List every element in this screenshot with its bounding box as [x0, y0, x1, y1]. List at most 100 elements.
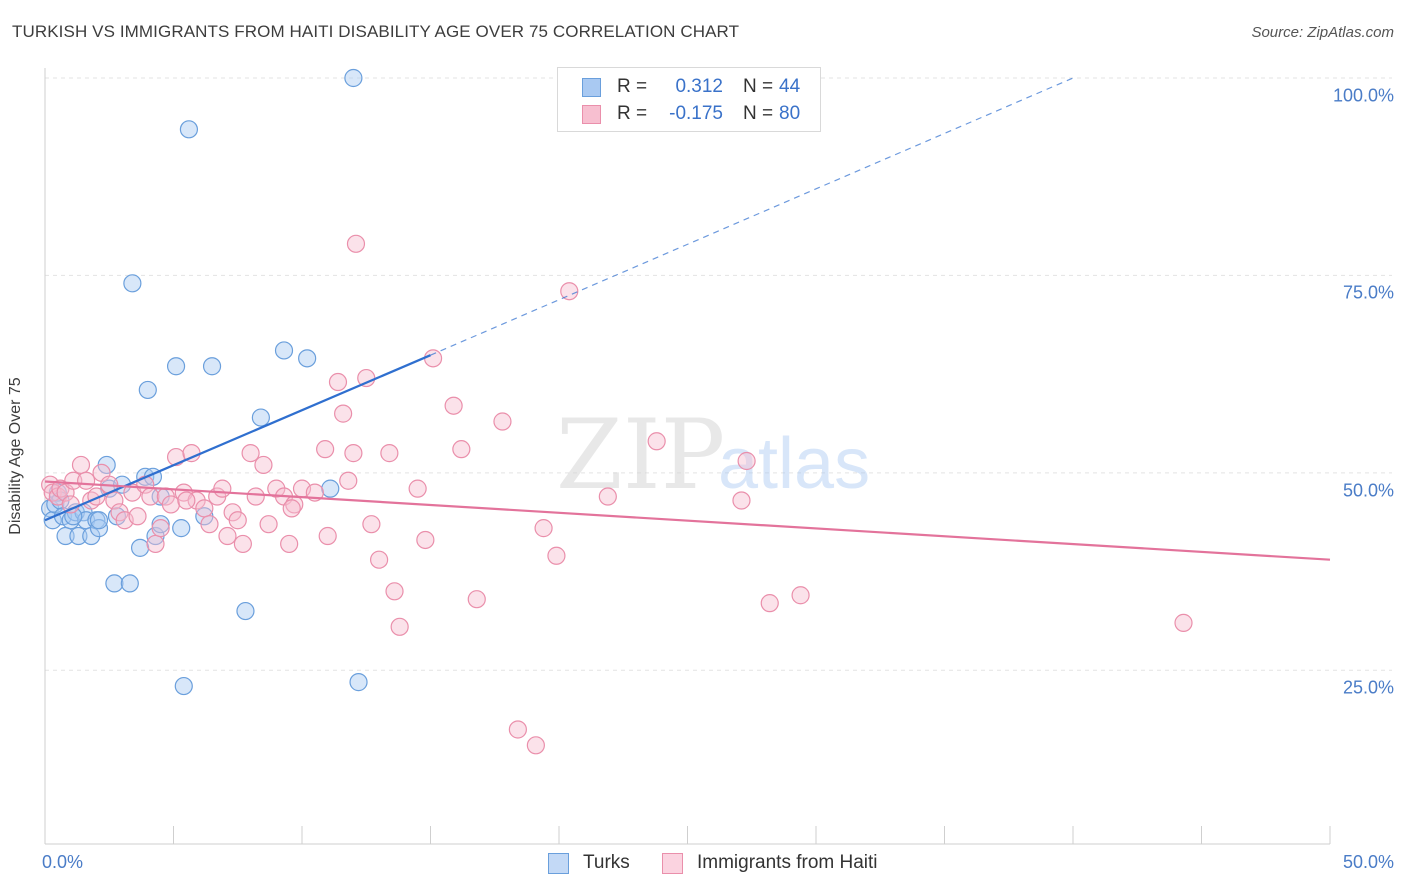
legend-item-haiti[interactable]: Immigrants from Haiti	[662, 852, 878, 874]
haiti-point	[128, 507, 147, 526]
turks-point	[321, 479, 340, 498]
legend-n-label: N =	[743, 76, 774, 97]
haiti-point	[228, 511, 247, 530]
watermark: ZIP atlas	[556, 399, 870, 511]
legend-row-haiti: R = -0.175 N = 80	[582, 103, 800, 125]
haiti-point	[598, 487, 617, 506]
haiti-point	[334, 404, 353, 423]
haiti-point	[246, 487, 265, 506]
turks-point	[130, 538, 150, 557]
haiti-point	[254, 455, 273, 475]
haiti-point	[760, 594, 779, 613]
haiti-point	[467, 590, 486, 609]
haiti-point	[233, 534, 252, 554]
turks-point	[349, 673, 368, 692]
haiti-point	[71, 455, 91, 475]
haiti-point	[444, 396, 463, 415]
haiti-point	[508, 720, 527, 739]
chart-title: TURKISH VS IMMIGRANTS FROM HAITI DISABIL…	[12, 22, 740, 41]
haiti-point	[534, 519, 553, 538]
haiti-point	[141, 487, 160, 506]
y-axis-label: Disability Age Over 75	[7, 377, 24, 535]
haiti-point	[146, 534, 165, 554]
haiti-point	[339, 471, 358, 490]
haiti-point	[408, 479, 427, 498]
legend-swatch-haiti	[662, 852, 683, 874]
gridlines	[45, 77, 1392, 671]
turks-point	[89, 511, 109, 530]
haiti-point	[526, 736, 545, 755]
turks-point	[69, 526, 88, 546]
haiti-point	[791, 586, 810, 605]
haiti-point	[280, 534, 299, 554]
haiti-point	[416, 530, 435, 550]
turks-point	[120, 574, 139, 593]
legend-r-value: 0.312	[675, 76, 723, 97]
turks-point	[105, 574, 124, 593]
haiti-point	[328, 372, 348, 392]
legend-swatch-turks	[548, 852, 569, 874]
legend-n-value: 44	[779, 76, 801, 97]
turks-point	[174, 676, 193, 696]
haiti-point	[370, 550, 389, 569]
chart-source: Source: ZipAtlas.com	[1251, 24, 1394, 41]
series-legend: Turks Immigrants from Haiti	[0, 852, 1406, 878]
legend-r-label: R =	[617, 76, 648, 97]
haiti-point	[493, 412, 512, 431]
legend-r-label: R =	[617, 103, 648, 124]
y-tick-label: 100.0%	[1332, 85, 1394, 106]
turks-trend-extension	[430, 77, 1074, 356]
turks-point	[166, 357, 186, 376]
haiti-point	[282, 499, 301, 518]
haiti-point	[151, 519, 170, 538]
haiti-point	[200, 515, 219, 534]
legend-label-haiti: Immigrants from Haiti	[697, 852, 878, 873]
haiti-point	[318, 526, 337, 546]
x-tick-label-max: 50.0%	[1342, 852, 1394, 872]
turks-point	[151, 515, 170, 534]
axes	[44, 68, 1331, 845]
legend-swatch-haiti	[582, 104, 601, 124]
haiti-point	[1174, 613, 1193, 632]
haiti-point	[423, 349, 443, 368]
haiti-point	[452, 440, 471, 459]
haiti-point	[362, 515, 381, 534]
x-tick-label-min: 0.0%	[42, 852, 84, 872]
haiti-point	[344, 444, 363, 463]
haiti-point	[390, 617, 409, 636]
legend-item-turks[interactable]: Turks	[548, 852, 630, 874]
turks-point	[123, 274, 142, 293]
haiti-point	[77, 471, 96, 490]
turks-point	[172, 519, 191, 538]
watermark-zip: ZIP	[556, 399, 725, 511]
series-turks	[41, 68, 368, 696]
legend-label-turks: Turks	[583, 852, 630, 873]
haiti-point	[732, 491, 751, 510]
haiti-point	[259, 515, 278, 534]
haiti-point	[218, 526, 237, 546]
correlation-legend: R = 0.312 N = 44 R = -0.175 N = 80	[557, 67, 821, 132]
turks-point	[138, 380, 157, 400]
legend-n-label: N =	[743, 103, 774, 124]
turks-point	[179, 120, 199, 139]
haiti-point	[385, 582, 404, 601]
trend-lines	[44, 77, 1331, 561]
legend-r-value: -0.175	[669, 103, 723, 124]
haiti-point	[64, 471, 83, 490]
legend-swatch-turks	[582, 77, 601, 97]
y-tick-label: 25.0%	[1342, 677, 1394, 698]
haiti-point	[560, 282, 579, 301]
turks-point	[344, 68, 363, 88]
haiti-point	[737, 451, 756, 471]
haiti-point	[357, 368, 376, 388]
haiti-point	[213, 479, 232, 498]
haiti-point	[380, 444, 399, 463]
turks-point	[89, 519, 109, 538]
legend-row-turks: R = 0.312 N = 44	[582, 76, 800, 98]
haiti-point	[647, 432, 666, 451]
haiti-point	[547, 546, 566, 565]
haiti-point	[105, 491, 124, 510]
legend-n-value: 80	[779, 103, 801, 124]
haiti-point	[316, 440, 335, 459]
